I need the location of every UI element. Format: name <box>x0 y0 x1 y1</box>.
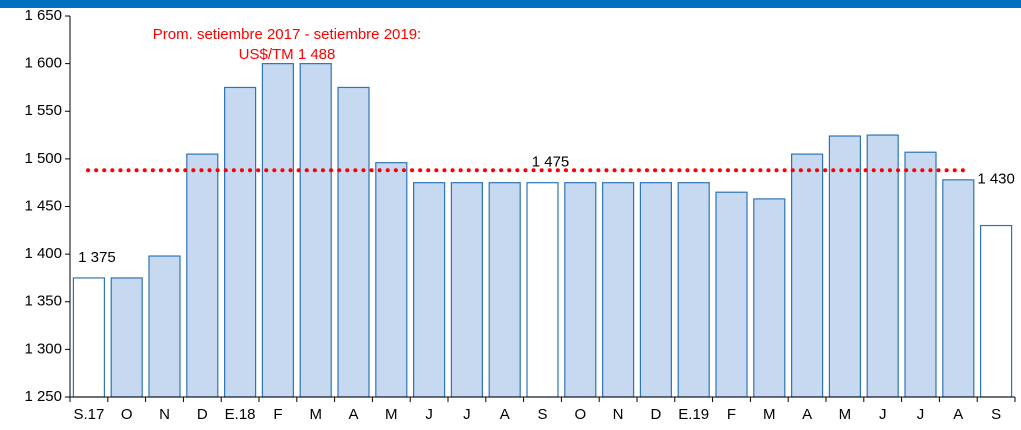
bar <box>791 153 824 398</box>
y-tick-label: 1 400 <box>24 245 62 262</box>
x-tick-label: F <box>727 406 736 423</box>
bar <box>904 151 937 398</box>
bar <box>753 198 786 398</box>
y-tick-label: 1 350 <box>24 293 62 310</box>
bar <box>299 63 332 398</box>
x-tick-label: E.18 <box>225 406 256 423</box>
value-label: 1 475 <box>532 154 570 171</box>
value-label: 1 375 <box>78 249 116 266</box>
x-tick-label: N <box>159 406 170 423</box>
bar <box>72 277 105 398</box>
x-tick-label: J <box>463 406 471 423</box>
x-tick-label: A <box>500 406 510 423</box>
x-tick-label: M <box>309 406 322 423</box>
bar <box>224 86 257 398</box>
y-tick-label: 1 600 <box>24 55 62 72</box>
bar <box>413 182 446 398</box>
x-tick-label: F <box>273 406 282 423</box>
annotation: Prom. setiembre 2017 - setiembre 2019: <box>153 26 421 43</box>
x-tick-label: M <box>763 406 776 423</box>
bar <box>526 182 559 398</box>
y-tick-label: 1 650 <box>24 7 62 24</box>
bar <box>186 153 219 398</box>
bar <box>866 134 899 398</box>
bar <box>677 182 710 398</box>
x-tick-label: J <box>917 406 925 423</box>
bar <box>450 182 483 398</box>
x-tick-label: S <box>991 406 1001 423</box>
x-tick-label: D <box>650 406 661 423</box>
x-tick-label: O <box>121 406 133 423</box>
bar <box>828 135 861 398</box>
bar <box>337 86 370 398</box>
y-tick-label: 1 250 <box>24 388 62 405</box>
x-tick-label: D <box>197 406 208 423</box>
x-tick-label: M <box>385 406 398 423</box>
y-tick-label: 1 550 <box>24 102 62 119</box>
bar <box>375 162 408 398</box>
bar <box>942 179 975 398</box>
bar <box>148 255 181 398</box>
bar <box>110 277 143 398</box>
bar <box>715 191 748 398</box>
value-label: 1 430 <box>977 171 1015 188</box>
annotation: US$/TM 1 488 <box>239 46 336 63</box>
bar <box>261 63 294 398</box>
x-tick-label: A <box>802 406 812 423</box>
x-tick-label: E.19 <box>678 406 709 423</box>
x-tick-label: A <box>953 406 963 423</box>
bar <box>639 182 672 398</box>
x-tick-label: A <box>348 406 358 423</box>
x-tick-label: S.17 <box>73 406 104 423</box>
bar <box>602 182 635 398</box>
bar <box>488 182 521 398</box>
header-band <box>0 0 1021 8</box>
x-tick-label: J <box>879 406 887 423</box>
y-tick-label: 1 450 <box>24 197 62 214</box>
x-tick-label: O <box>574 406 586 423</box>
x-tick-label: M <box>839 406 852 423</box>
x-tick-label: S <box>537 406 547 423</box>
y-tick-label: 1 500 <box>24 150 62 167</box>
bar <box>564 182 597 398</box>
x-tick-label: N <box>613 406 624 423</box>
x-tick-label: J <box>425 406 433 423</box>
y-tick-label: 1 300 <box>24 340 62 357</box>
bar <box>980 224 1013 398</box>
